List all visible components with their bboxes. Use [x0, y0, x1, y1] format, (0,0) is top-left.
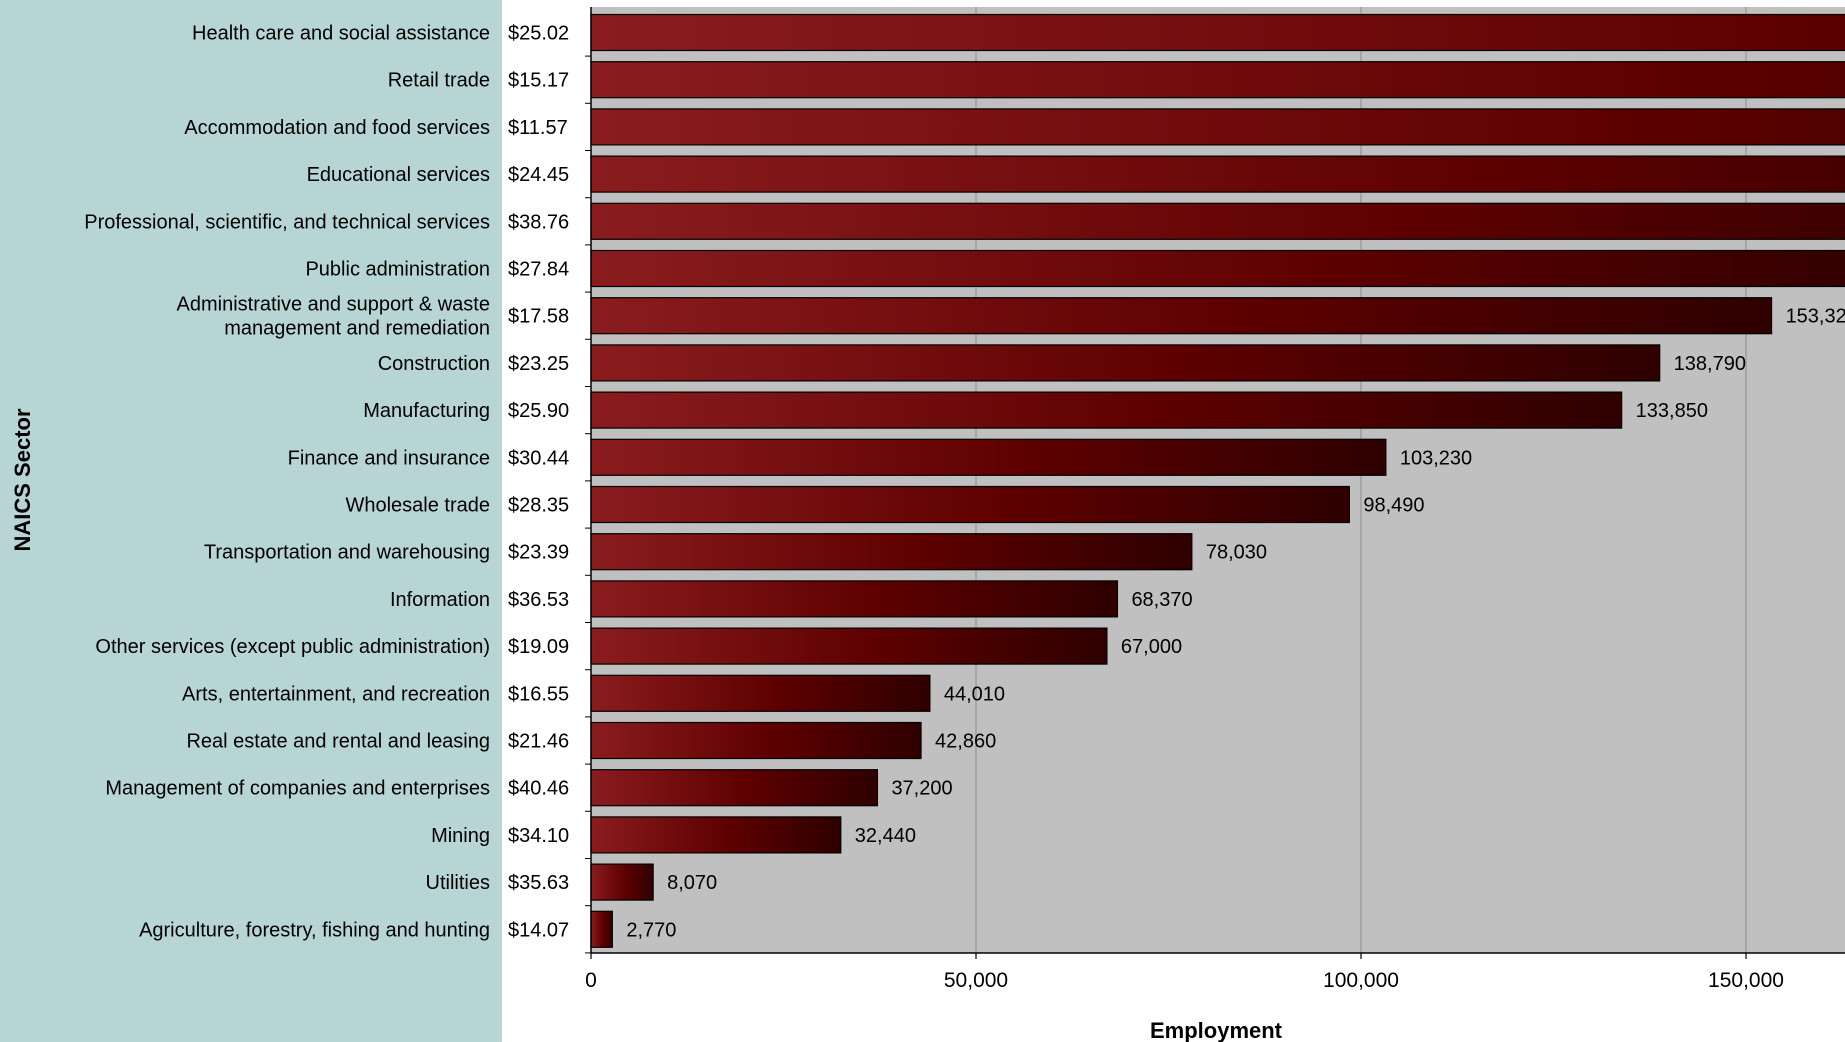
category-label: management and remediation — [224, 318, 490, 340]
bar — [590, 721, 922, 760]
bar — [590, 769, 879, 807]
category-label: Other services (except public administra… — [95, 636, 490, 658]
value-label: 67,000 — [1121, 636, 1182, 658]
value-label: 78,030 — [1206, 542, 1267, 564]
wage-label: $23.25 — [508, 353, 569, 375]
wage-label: $30.44 — [508, 447, 569, 469]
value-label: 133,850 — [1636, 400, 1708, 422]
bar — [590, 580, 1119, 618]
value-label: 44,010 — [944, 683, 1005, 705]
wage-label: $27.84 — [508, 259, 569, 281]
category-panel — [0, 0, 502, 1042]
bar — [590, 674, 931, 712]
category-label: Administrative and support & waste — [177, 294, 491, 316]
value-label: 32,440 — [855, 825, 916, 847]
x-axis-title: Employment — [1150, 1018, 1283, 1042]
plot-area — [591, 7, 1845, 953]
value-label: 103,230 — [1400, 447, 1472, 469]
bar — [590, 202, 1845, 240]
wage-label: $21.46 — [508, 731, 569, 753]
category-label: Agriculture, forestry, fishing and hunti… — [139, 919, 490, 941]
value-label: 68,370 — [1131, 589, 1192, 611]
x-tick-label: 50,000 — [944, 969, 1008, 992]
bar — [590, 249, 1845, 288]
category-label: Arts, entertainment, and recreation — [182, 683, 490, 705]
bar — [590, 863, 654, 901]
value-label: 8,070 — [667, 872, 717, 894]
category-label: Health care and social assistance — [192, 23, 490, 45]
category-label: Transportation and warehousing — [204, 542, 490, 564]
x-tick-label: 0 — [585, 969, 597, 992]
wage-label: $36.53 — [508, 589, 569, 611]
wage-label: $40.46 — [508, 778, 569, 800]
bar — [590, 61, 1845, 99]
bar — [590, 627, 1108, 665]
category-label: Information — [390, 589, 490, 611]
category-label: Mining — [431, 825, 490, 847]
bar — [590, 533, 1193, 571]
value-label: 138,790 — [1674, 353, 1746, 375]
bar — [590, 155, 1845, 193]
bar — [590, 391, 1623, 429]
bar — [590, 344, 1661, 382]
wage-label: $19.09 — [508, 636, 569, 658]
bar — [590, 108, 1845, 146]
wage-label: $34.10 — [508, 825, 569, 847]
value-label: 2,770 — [626, 919, 676, 941]
category-label: Management of companies and enterprises — [105, 778, 490, 800]
wage-label: $17.58 — [508, 306, 569, 328]
y-axis-title: NAICS Sector — [10, 408, 35, 551]
x-tick-label: 100,000 — [1323, 969, 1399, 992]
bar — [590, 13, 1845, 52]
bars — [590, 13, 1845, 948]
x-axis — [585, 7, 1845, 959]
wage-label: $28.35 — [508, 495, 569, 517]
category-label: Educational services — [307, 164, 490, 186]
bar — [590, 438, 1387, 476]
bar — [590, 297, 1773, 335]
wage-label: $11.57 — [508, 117, 568, 139]
wage-label: $25.90 — [508, 400, 569, 422]
value-label: 98,490 — [1363, 495, 1424, 517]
category-label: Retail trade — [388, 70, 490, 92]
x-tick-label: 150,000 — [1708, 969, 1784, 992]
value-label: 37,200 — [891, 778, 952, 800]
category-label: Finance and insurance — [288, 447, 490, 469]
category-label: Accommodation and food services — [184, 117, 490, 139]
wage-label: $38.76 — [508, 211, 569, 233]
wage-label: $24.45 — [508, 164, 569, 186]
wage-label: $35.63 — [508, 872, 569, 894]
labels: 050,000100,000150,000200,000250,000300,0… — [84, 23, 1845, 993]
wage-label: $16.55 — [508, 683, 569, 705]
category-label: Real estate and rental and leasing — [186, 731, 490, 753]
category-label: Utilities — [426, 872, 490, 894]
bar — [590, 816, 842, 854]
value-label: 42,860 — [935, 731, 996, 753]
wage-label: $15.17 — [508, 70, 569, 92]
category-label: Construction — [378, 353, 490, 375]
bar — [590, 485, 1350, 524]
category-label: Professional, scientific, and technical … — [84, 211, 490, 233]
wage-label: $14.07 — [508, 919, 569, 941]
category-label: Public administration — [305, 259, 490, 281]
value-label: 153,320 — [1786, 306, 1845, 328]
wage-label: $23.39 — [508, 542, 569, 564]
category-label: Manufacturing — [363, 400, 490, 422]
wage-label: $25.02 — [508, 23, 569, 45]
category-label: Wholesale trade — [345, 495, 490, 517]
bar — [590, 910, 613, 948]
